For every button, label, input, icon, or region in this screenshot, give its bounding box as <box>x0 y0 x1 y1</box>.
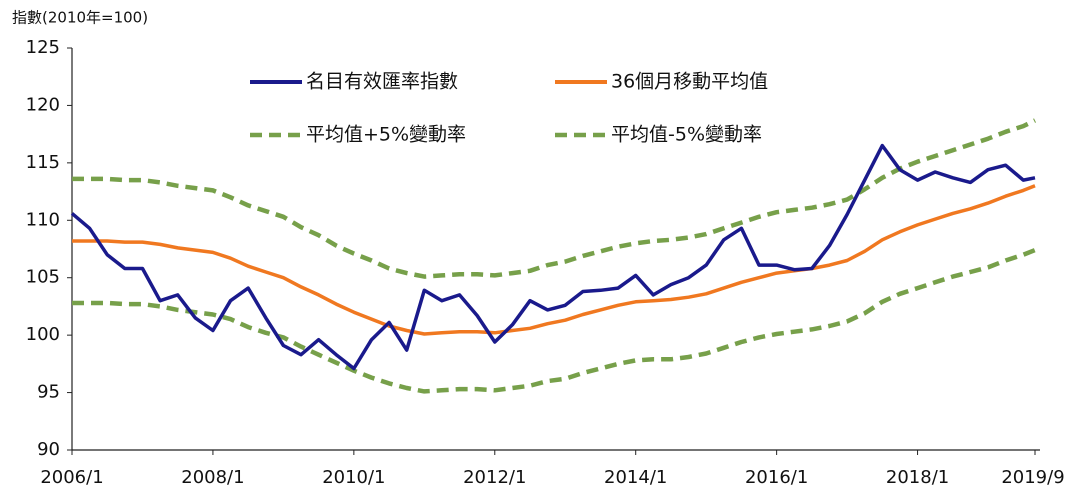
y-tick-label: 90 <box>37 439 60 460</box>
y-tick-label: 105 <box>26 267 60 288</box>
legend-label: 名目有效匯率指數 <box>306 71 458 93</box>
series-line <box>72 184 1036 336</box>
legend-label: 平均值+5%變動率 <box>306 124 466 146</box>
x-tick-label: 2008/1 <box>181 467 244 488</box>
y-tick-label: 100 <box>26 324 60 345</box>
series-line <box>70 143 1036 371</box>
x-tick-label: 2006/1 <box>40 467 103 488</box>
series-line <box>72 248 1036 394</box>
series-line <box>72 118 1036 279</box>
y-tick-label: 125 <box>26 37 60 58</box>
legend-label: 36個月移動平均值 <box>611 71 768 93</box>
x-tick-label: 2010/1 <box>322 467 385 488</box>
x-tick-label: 2018/1 <box>886 467 949 488</box>
y-tick-label: 115 <box>26 152 60 173</box>
x-tick-label: 2012/1 <box>463 467 526 488</box>
y-tick-label: 120 <box>26 94 60 115</box>
y-axis-label: 指數(2010年=100) <box>12 9 148 27</box>
legend-label: 平均值-5%變動率 <box>611 124 762 146</box>
x-tick-label: 2016/1 <box>745 467 808 488</box>
y-tick-label: 95 <box>37 382 60 403</box>
x-tick-label: 2019/9 <box>1001 467 1064 488</box>
x-tick-label: 2014/1 <box>604 467 667 488</box>
y-tick-label: 110 <box>26 209 60 230</box>
